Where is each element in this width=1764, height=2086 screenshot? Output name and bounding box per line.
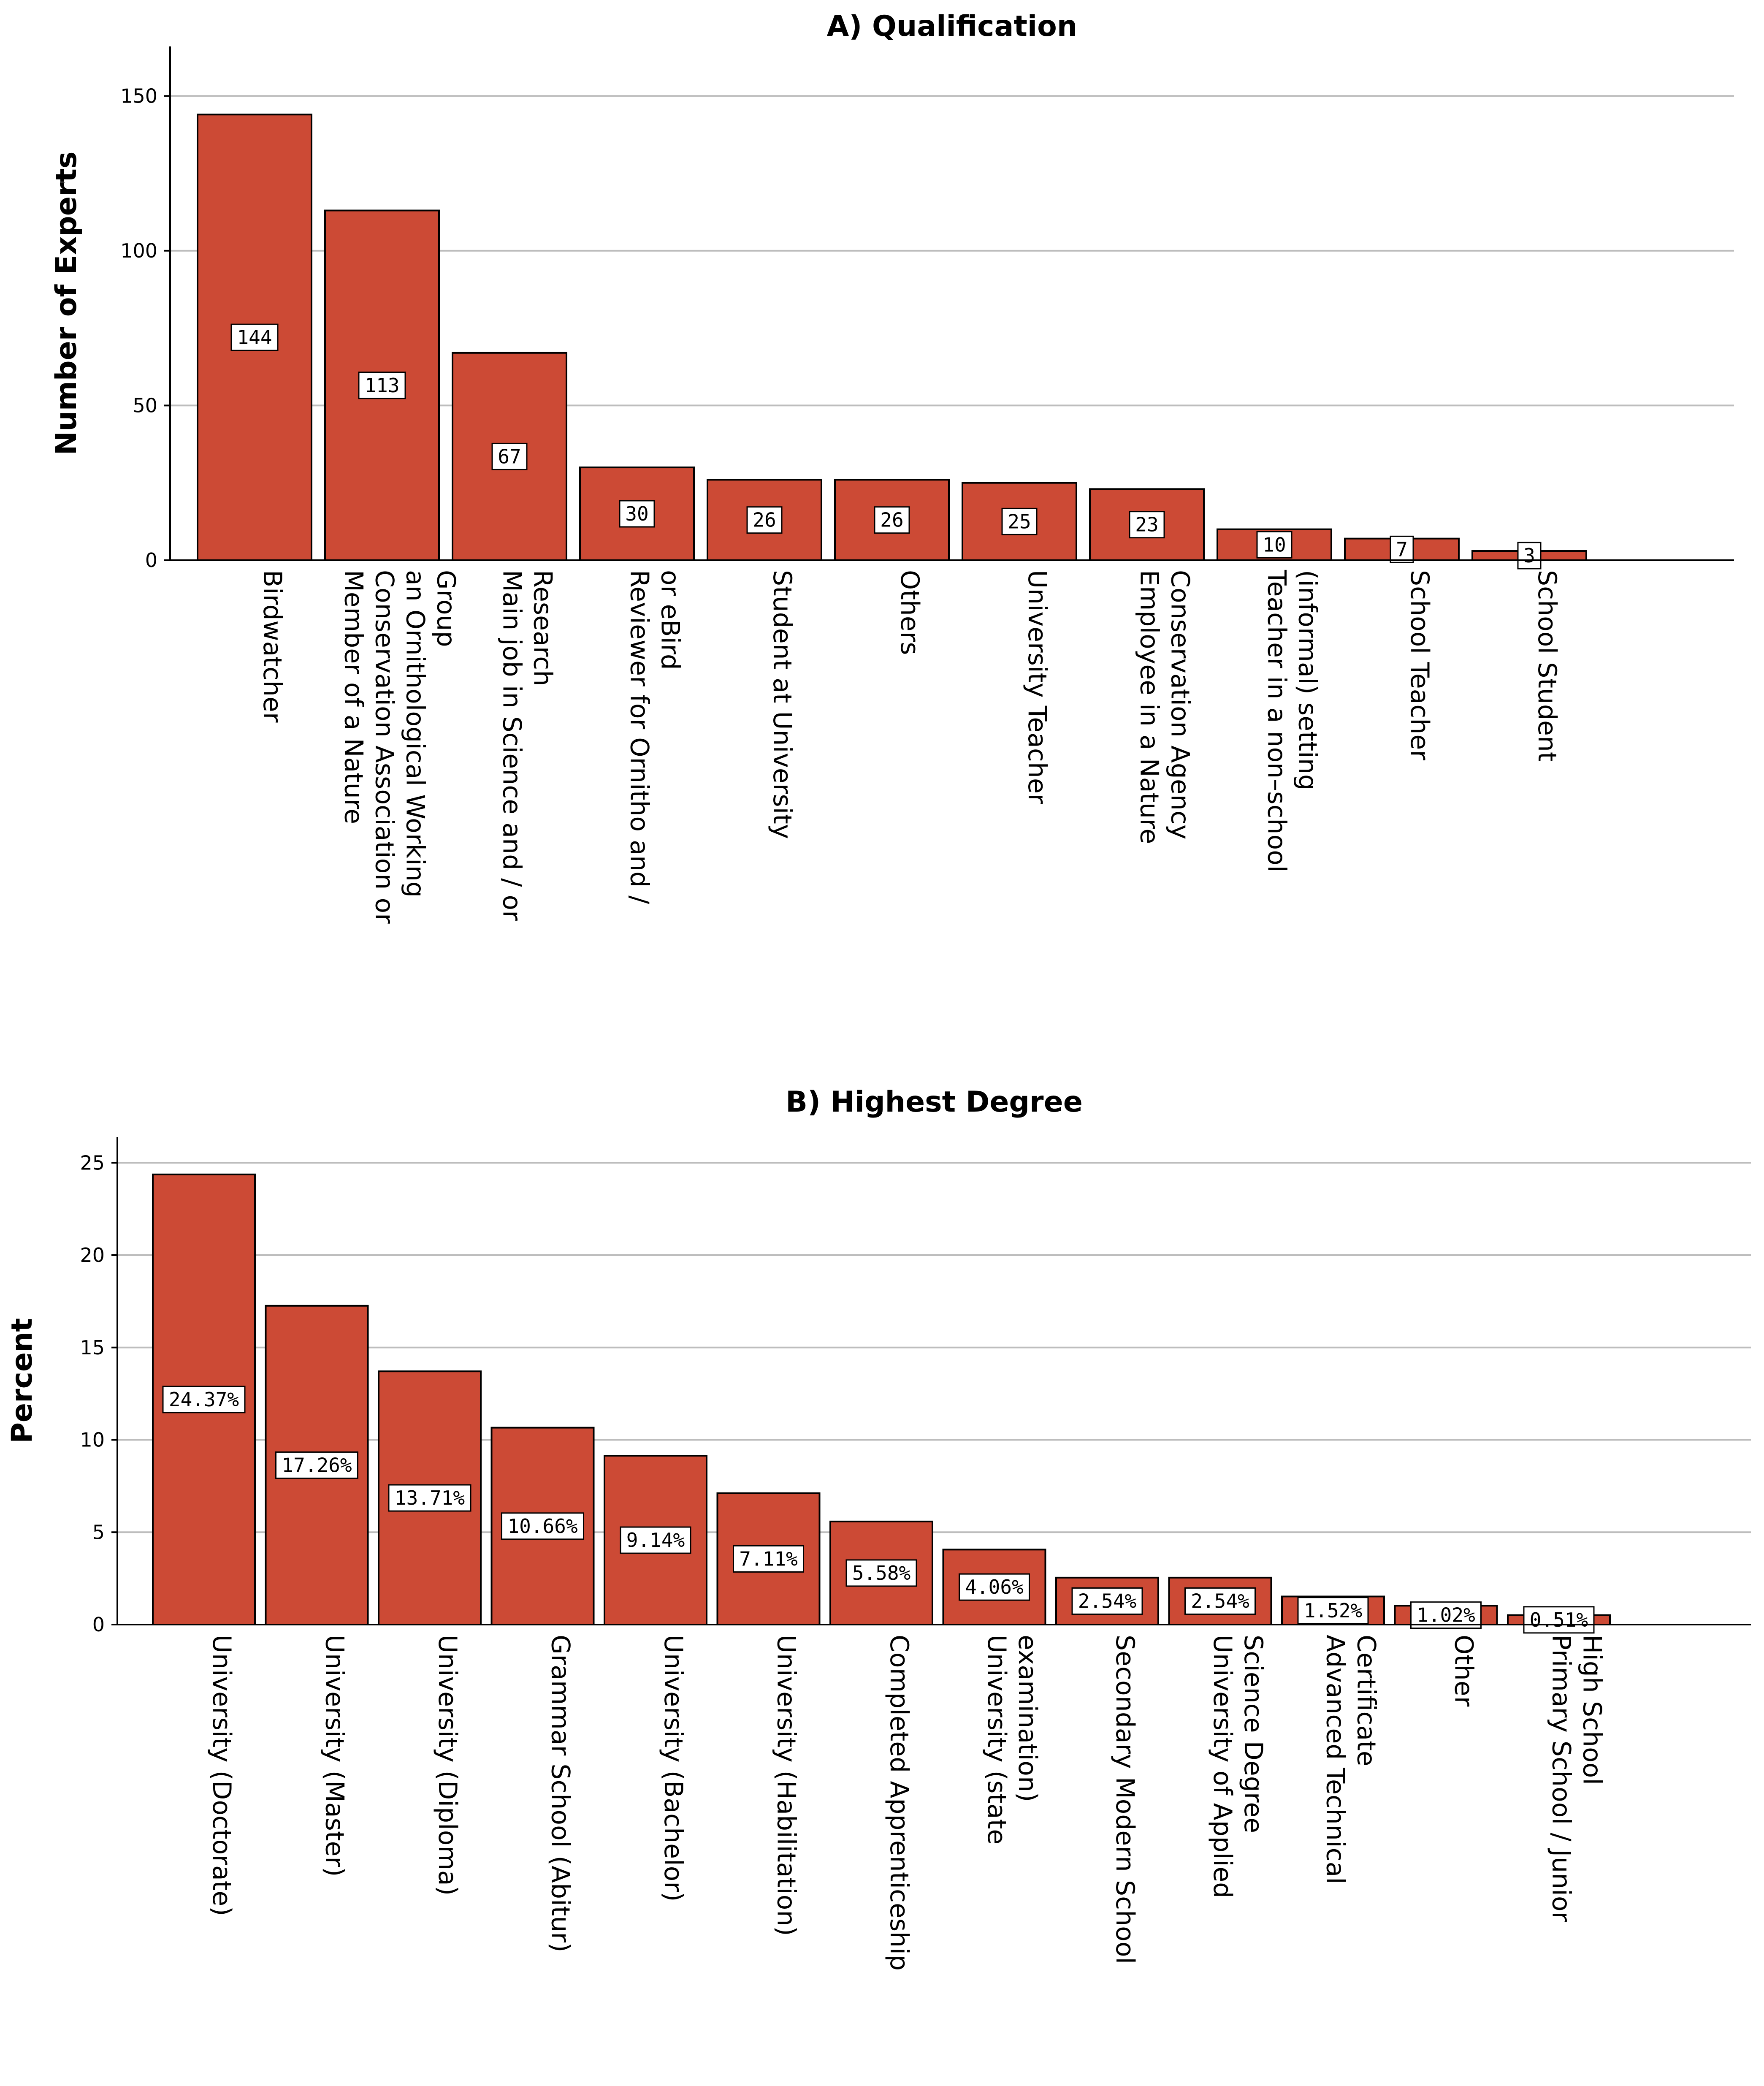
category-label: School Teacher xyxy=(1405,570,1434,760)
category-label: Group xyxy=(431,570,461,647)
data-label: 67 xyxy=(498,445,521,468)
data-label: 24.37% xyxy=(169,1388,239,1411)
category-label: Main job in Science and / or xyxy=(497,570,527,921)
data-label: 3 xyxy=(1523,544,1535,567)
data-label: 144 xyxy=(237,326,272,349)
chart-title: B) Highest Degree xyxy=(786,1085,1083,1119)
category-label: examination) xyxy=(1013,1635,1042,1802)
category-label: High School xyxy=(1577,1635,1607,1785)
data-label: 2.54% xyxy=(1191,1590,1249,1612)
category-label: University (Doctorate) xyxy=(207,1635,236,1916)
data-label: 30 xyxy=(625,502,648,525)
category-label: University (Master) xyxy=(320,1635,350,1877)
data-label-box xyxy=(358,372,406,399)
category-label: or eBird xyxy=(656,570,685,670)
data-label: 5.58% xyxy=(852,1562,910,1584)
data-label: 1.52% xyxy=(1304,1599,1362,1622)
y-tick-label: 150 xyxy=(120,84,157,107)
category-label: Grammar School (Abitur) xyxy=(546,1635,575,1952)
data-label-box xyxy=(1256,531,1293,559)
category-label: Others xyxy=(895,570,924,655)
category-label: University Teacher xyxy=(1022,570,1052,804)
category-label: Primary School / Junior xyxy=(1547,1635,1576,1922)
data-label: 9.14% xyxy=(626,1529,685,1552)
data-label-box xyxy=(1184,1587,1256,1615)
data-label: 113 xyxy=(364,374,399,397)
data-label-box xyxy=(620,1526,691,1554)
category-label: University (Habilitation) xyxy=(772,1635,801,1936)
category-label: Birdwatcher xyxy=(257,570,287,723)
data-label-box xyxy=(1517,542,1542,570)
data-label-box xyxy=(1129,511,1165,539)
chart-title: A) Qualification xyxy=(827,10,1078,43)
data-label: 4.06% xyxy=(965,1576,1023,1598)
category-label: University (state xyxy=(982,1635,1011,1845)
data-label-box xyxy=(874,506,910,534)
data-label-box xyxy=(162,1386,246,1413)
y-tick-label: 0 xyxy=(92,1613,105,1636)
data-label-box xyxy=(746,506,783,534)
category-label: Completed Apprenticeship xyxy=(884,1635,914,1971)
y-axis-label: Number of Experts xyxy=(50,152,83,456)
data-label-box xyxy=(733,1545,804,1573)
category-label: University of Applied xyxy=(1208,1635,1237,1898)
y-tick-label: 15 xyxy=(80,1336,105,1359)
data-label: 13.71% xyxy=(395,1487,465,1509)
data-label: 25 xyxy=(1008,510,1031,533)
category-label: Science Degree xyxy=(1238,1635,1268,1833)
category-label: (informal) setting xyxy=(1293,570,1322,790)
data-label-box xyxy=(959,1573,1030,1601)
data-label-box xyxy=(1390,535,1414,563)
category-label: Conservation Agency xyxy=(1165,570,1195,839)
y-tick-label: 100 xyxy=(120,239,157,262)
data-label: 26 xyxy=(753,509,776,532)
data-label-box xyxy=(1297,1597,1369,1625)
y-tick-label: 5 xyxy=(92,1521,105,1543)
category-label: Member of a Nature xyxy=(339,570,369,824)
y-tick-label: 20 xyxy=(80,1244,105,1267)
data-label: 23 xyxy=(1135,513,1158,536)
category-label: Secondary Modern School xyxy=(1110,1635,1140,1964)
data-label-box xyxy=(388,1484,471,1512)
data-label: 26 xyxy=(880,509,903,532)
category-label: School Student xyxy=(1532,570,1562,762)
data-label-box xyxy=(230,323,279,351)
chart-highest-degree: B) Highest Degree Percent 0 5 10 15 20 25 24.37%… xyxy=(5,1085,1751,1971)
y-axis-label: Percent xyxy=(5,1318,39,1443)
data-label-box xyxy=(491,442,528,470)
category-label: Employee in a Nature xyxy=(1135,570,1164,844)
data-label-box xyxy=(845,1559,917,1587)
data-label: 7 xyxy=(1396,538,1408,561)
data-label-box xyxy=(1071,1587,1143,1615)
category-label: University (Diploma) xyxy=(433,1635,462,1896)
data-label-box xyxy=(501,1512,584,1540)
data-label: 17.26% xyxy=(282,1454,352,1476)
category-label: Reviewer for Ornitho and / xyxy=(625,570,654,904)
y-tick-label: 50 xyxy=(133,394,157,417)
category-label: University (Bachelor) xyxy=(658,1635,688,1902)
category-label: Research xyxy=(528,570,558,686)
category-label: Student at University xyxy=(767,570,797,839)
category-label: Teacher in a non–school xyxy=(1262,570,1292,873)
data-label-box xyxy=(275,1451,358,1479)
data-label: 2.54% xyxy=(1078,1590,1136,1612)
category-label: Advanced Technical xyxy=(1321,1635,1350,1884)
data-label: 1.02% xyxy=(1417,1604,1475,1627)
category-label: Certificate xyxy=(1352,1635,1381,1766)
data-label-box xyxy=(1001,507,1038,535)
category-label: an Ornithological Working xyxy=(401,570,430,898)
data-label: 10.66% xyxy=(507,1515,577,1538)
data-label-box xyxy=(1523,1606,1595,1634)
y-tick-label: 10 xyxy=(80,1429,105,1451)
y-tick-label: 0 xyxy=(145,549,157,572)
data-label: 7.11% xyxy=(739,1547,797,1570)
y-tick-label: 25 xyxy=(80,1151,105,1174)
chart-qualification: A) Qualification Number of Experts 0 50 100 1… xyxy=(50,10,1734,924)
category-label: Other xyxy=(1449,1635,1479,1707)
data-label: 10 xyxy=(1263,533,1286,556)
data-label: 0.51% xyxy=(1530,1609,1588,1631)
category-label: Conservation Association or xyxy=(370,570,399,924)
data-label-box xyxy=(619,500,655,528)
